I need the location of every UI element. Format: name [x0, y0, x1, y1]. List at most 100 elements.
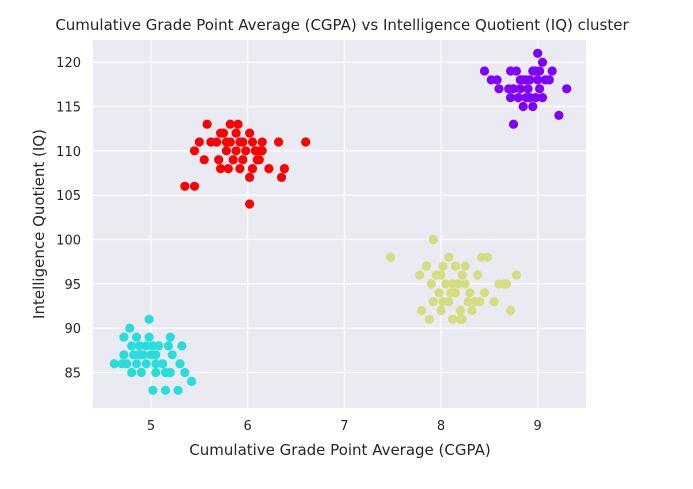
x-tick-label: 5: [147, 419, 155, 434]
data-point: [264, 164, 274, 174]
data-point: [457, 314, 467, 324]
data-point: [127, 367, 137, 378]
data-point: [455, 305, 465, 316]
data-point: [245, 128, 255, 138]
chart-title: Cumulative Grade Point Average (CGPA) vs…: [55, 16, 629, 34]
data-point: [535, 84, 545, 94]
data-point: [245, 172, 255, 182]
data-point: [537, 57, 548, 67]
data-point: [180, 181, 190, 191]
data-point: [160, 385, 171, 395]
data-point: [511, 270, 521, 280]
data-point: [165, 367, 175, 378]
data-point: [173, 385, 183, 395]
data-point: [151, 350, 161, 360]
data-point: [144, 332, 154, 342]
data-point: [225, 119, 235, 129]
data-point: [494, 84, 504, 94]
data-point: [301, 137, 311, 147]
data-point: [426, 279, 436, 289]
data-point: [467, 305, 477, 316]
data-point: [386, 252, 396, 262]
y-tick-label: 110: [56, 145, 81, 160]
data-point: [482, 252, 492, 262]
x-tick-label: 9: [534, 419, 542, 434]
data-point: [547, 66, 557, 76]
data-point: [417, 305, 427, 316]
data-point: [554, 110, 564, 120]
data-point: [189, 146, 200, 156]
grid-lines: [93, 40, 586, 408]
data-point: [506, 93, 516, 103]
data-point: [518, 101, 528, 112]
data-point: [187, 376, 197, 386]
data-point: [131, 332, 142, 342]
data-point: [221, 137, 231, 147]
data-point: [489, 297, 499, 307]
data-point: [460, 261, 470, 271]
cluster-3-points: [109, 314, 197, 395]
data-point: [238, 155, 248, 165]
data-point: [167, 350, 177, 360]
data-point: [254, 146, 264, 156]
data-point: [189, 181, 200, 191]
data-point: [424, 314, 434, 324]
data-point: [245, 199, 255, 209]
cluster-1-points: [479, 48, 572, 129]
data-point: [151, 359, 161, 369]
data-point: [119, 350, 129, 360]
x-tick-labels: 5 6 7 8 9: [147, 419, 542, 434]
data-point: [122, 359, 132, 369]
data-point: [136, 367, 146, 378]
data-point: [531, 93, 541, 103]
data-point: [438, 297, 448, 307]
data-point: [151, 367, 161, 378]
data-point: [163, 341, 173, 351]
y-tick-labels: 85 90 95 100 105 110 115 120: [56, 56, 81, 381]
data-point: [276, 172, 287, 182]
data-point: [448, 279, 458, 289]
data-point: [175, 359, 185, 369]
data-point: [515, 75, 525, 85]
data-point: [434, 288, 444, 298]
cluster-4-points: [386, 234, 521, 324]
data-point: [460, 279, 470, 289]
data-point: [513, 93, 523, 103]
data-point: [475, 297, 485, 307]
data-point: [231, 146, 241, 156]
data-point: [134, 350, 144, 360]
y-tick-label: 90: [64, 322, 81, 337]
y-tick-label: 95: [64, 278, 81, 293]
data-point: [535, 66, 545, 76]
data-point: [221, 146, 231, 156]
data-point: [436, 305, 446, 316]
data-point: [562, 84, 572, 94]
data-points: [109, 48, 572, 395]
data-point: [144, 314, 154, 324]
data-point: [521, 93, 531, 103]
data-point: [131, 359, 142, 369]
data-point: [428, 297, 438, 307]
y-axis-label: Intelligence Quotient (IQ): [30, 129, 48, 319]
data-point: [141, 359, 151, 369]
data-point: [279, 164, 289, 174]
x-tick-label: 8: [437, 419, 445, 434]
data-point: [463, 297, 473, 307]
y-tick-label: 115: [56, 101, 81, 116]
data-point: [438, 261, 448, 271]
data-point: [479, 288, 490, 298]
data-point: [134, 341, 144, 351]
data-point: [502, 279, 512, 289]
x-axis-label: Cumulative Grade Point Average (CGPA): [189, 441, 490, 459]
data-point: [544, 75, 554, 85]
data-point: [216, 164, 226, 174]
data-point: [533, 75, 543, 85]
data-point: [141, 341, 151, 351]
data-point: [241, 146, 251, 156]
data-point: [448, 314, 458, 324]
data-point: [428, 234, 438, 245]
y-tick-label: 120: [56, 56, 81, 71]
data-point: [523, 84, 533, 94]
data-point: [515, 84, 525, 94]
